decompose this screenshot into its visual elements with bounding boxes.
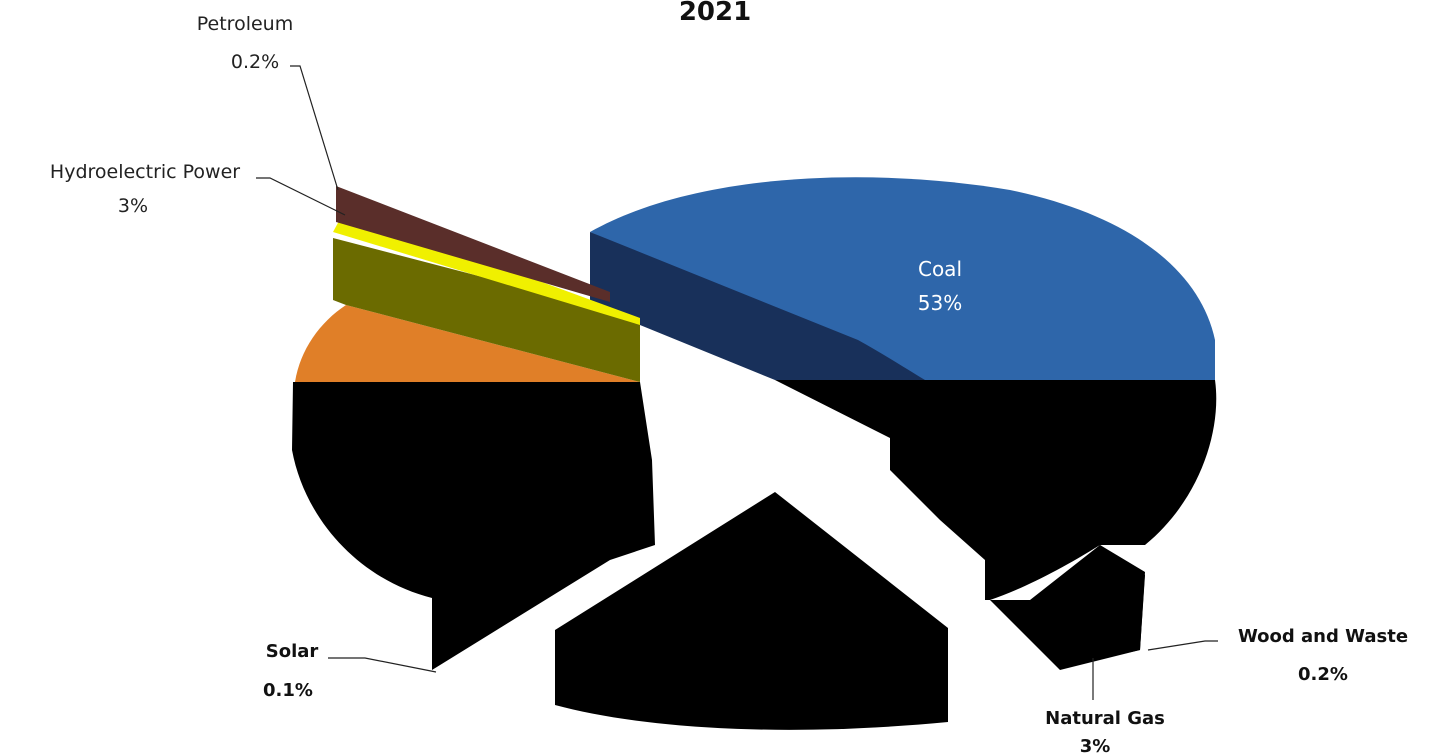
coal-slice-wall xyxy=(590,232,925,380)
solar-slice xyxy=(292,382,655,670)
wood-leader xyxy=(1147,640,1218,651)
petroleum-leader xyxy=(290,65,339,191)
wood-waste-slice xyxy=(1095,545,1145,660)
natural-gas-slice xyxy=(555,492,948,730)
coal-slice-top xyxy=(590,177,1215,380)
natgas-percent: 3% xyxy=(1080,736,1111,756)
olive-slice-wall xyxy=(333,238,640,382)
coal-percent: 53% xyxy=(918,291,962,315)
wood-label: Wood and Waste xyxy=(1238,626,1408,647)
wood-percent: 0.2% xyxy=(1298,664,1348,685)
hydro-percent: 3% xyxy=(118,195,148,217)
natgas-label: Natural Gas xyxy=(1045,708,1165,729)
chart-title: 2021 xyxy=(679,0,751,27)
orange-slice-top xyxy=(295,305,640,382)
hydro-label: Hydroelectric Power xyxy=(50,161,240,183)
solar-percent: 0.1% xyxy=(263,680,313,701)
solar-leader xyxy=(328,657,437,673)
coal-label: Coal xyxy=(918,257,962,281)
petroleum-label: Petroleum xyxy=(197,13,293,35)
petroleum-percent: 0.2% xyxy=(231,51,279,73)
petroleum-slice xyxy=(336,186,610,302)
solar-label: Solar xyxy=(266,641,319,662)
hydro-leader xyxy=(256,177,346,216)
